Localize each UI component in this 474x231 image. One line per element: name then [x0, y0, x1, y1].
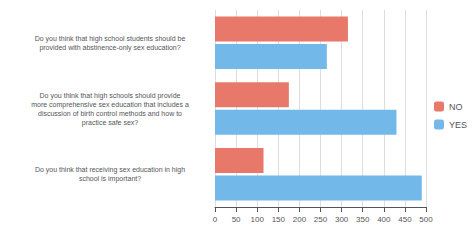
svg-text:school is important?: school is important?: [79, 175, 141, 183]
svg-text:300: 300: [335, 215, 349, 224]
svg-text:150: 150: [272, 215, 286, 224]
svg-text:200: 200: [293, 215, 307, 224]
svg-text:350: 350: [356, 215, 370, 224]
svg-text:practice safe sex?: practice safe sex?: [82, 119, 139, 127]
svg-text:400: 400: [377, 215, 391, 224]
svg-text:250: 250: [314, 215, 328, 224]
svg-text:Do you think that high schools: Do you think that high schools should pr…: [40, 92, 181, 100]
svg-text:Do you think that high school: Do you think that high school students s…: [35, 35, 186, 43]
svg-text:Do you think that receiving se: Do you think that receiving sex educatio…: [35, 166, 185, 174]
svg-text:100: 100: [251, 215, 265, 224]
svg-text:YES: YES: [449, 120, 467, 130]
svg-text:450: 450: [398, 215, 412, 224]
svg-text:NO: NO: [449, 102, 463, 112]
svg-text:discussion of birth control me: discussion of birth control methods and …: [38, 110, 182, 117]
svg-text:500: 500: [419, 215, 433, 224]
svg-text:50: 50: [232, 215, 241, 224]
svg-text:0: 0: [213, 215, 218, 224]
svg-text:provided with abstinence-only: provided with abstinence-only sex educat…: [39, 44, 180, 52]
svg-text:more comprehensive sex educati: more comprehensive sex education that in…: [31, 101, 189, 109]
